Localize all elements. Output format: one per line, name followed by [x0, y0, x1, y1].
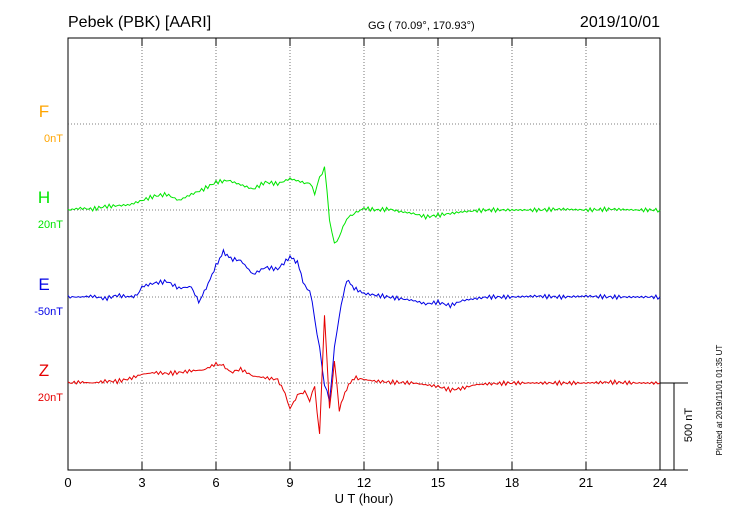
scale-bar-label: 500 nT [683, 408, 695, 443]
x-axis-label: U T (hour) [335, 491, 394, 506]
scale-bar: 500 nT [660, 382, 695, 471]
grid [68, 38, 660, 470]
series-line-e [67, 248, 661, 403]
series-name-h: H [38, 188, 50, 207]
x-tick-label: 6 [212, 475, 219, 490]
series-offset-h: 20nT [38, 219, 63, 231]
series-name-e: E [38, 275, 49, 294]
series-labels: F 0nT H 20nT E -50nT Z 20nT [34, 102, 63, 404]
plotted-note: Plotted at 2019/11/01 01:35 UT [715, 345, 724, 456]
series-name-f: F [39, 102, 49, 121]
series-offset-e: -50nT [34, 306, 63, 318]
x-tick-label: 12 [357, 475, 371, 490]
series-offset-f: 0nT [44, 133, 63, 145]
x-tick-label: 0 [64, 475, 71, 490]
x-ticks: 0 3 6 9 12 15 18 21 24 [64, 38, 667, 490]
x-tick-label: 9 [286, 475, 293, 490]
series-line-z [67, 315, 661, 434]
series-offset-z: 20nT [38, 392, 63, 404]
x-tick-label: 21 [579, 475, 593, 490]
station-coords: GG ( 70.09°, 170.93°) [368, 20, 475, 32]
x-tick-label: 15 [431, 475, 445, 490]
x-tick-label: 3 [138, 475, 145, 490]
station-title: Pebek (PBK) [AARI] [68, 14, 211, 31]
series-line-h [67, 166, 661, 244]
plot-date: 2019/10/01 [580, 14, 660, 31]
x-tick-label: 24 [653, 475, 667, 490]
x-tick-label: 18 [505, 475, 519, 490]
series-lines [67, 166, 661, 434]
series-name-z: Z [39, 361, 49, 380]
